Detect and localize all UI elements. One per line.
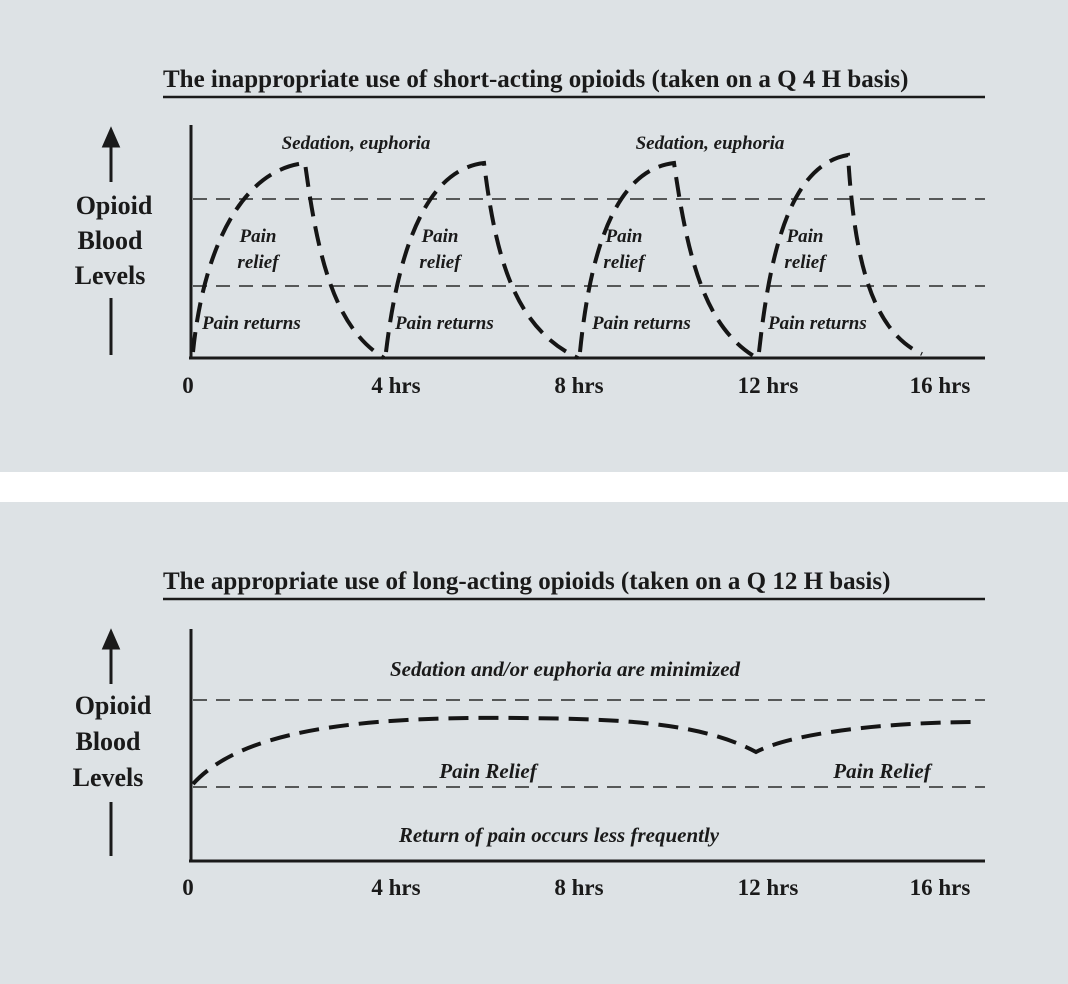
pain-relief-label-2: Pain Relief (832, 759, 932, 783)
long-acting-title: The appropriate use of long-acting opioi… (163, 568, 890, 595)
tick-8: 8 hrs (554, 875, 603, 900)
tick-16: 16 hrs (910, 875, 971, 900)
relief-label-1b: relief (237, 252, 280, 273)
returns-label-1: Pain returns (201, 313, 301, 334)
sedation-label-2: Sedation, euphoria (636, 133, 785, 154)
y-axis-label-line-1: Opioid (76, 191, 153, 220)
relief-label-3a: Pain (605, 226, 643, 247)
dose-curve-2 (384, 160, 579, 360)
relief-label-2a: Pain (421, 226, 459, 247)
y-axis-arrow (101, 628, 121, 856)
tick-16: 16 hrs (910, 373, 971, 398)
short-acting-title: The inappropriate use of short-acting op… (163, 66, 908, 93)
returns-label-2: Pain returns (394, 313, 494, 334)
relief-label-4a: Pain (786, 226, 824, 247)
y-axis-label-line-3: Levels (75, 261, 146, 290)
tick-4: 4 hrs (371, 875, 420, 900)
return-of-pain-label: Return of pain occurs less frequently (398, 823, 720, 847)
y-axis-label-line-3: Levels (73, 763, 144, 792)
short-acting-diagram: The inappropriate use of short-acting op… (75, 66, 985, 398)
tick-12: 12 hrs (738, 875, 799, 900)
tick-12: 12 hrs (738, 373, 799, 398)
y-axis-arrow (101, 126, 121, 355)
y-axis-label-line-2: Blood (75, 727, 141, 756)
dose-curve-1 (191, 160, 386, 360)
pain-relief-label-1: Pain Relief (438, 759, 538, 783)
long-acting-panel: The appropriate use of long-acting opioi… (0, 502, 1068, 984)
returns-label-4: Pain returns (767, 313, 867, 334)
dose-curve-3 (578, 160, 759, 360)
relief-label-4b: relief (784, 252, 827, 273)
returns-label-3: Pain returns (591, 313, 691, 334)
long-acting-curve (191, 715, 981, 786)
relief-label-2b: relief (419, 252, 462, 273)
y-axis-label-line-1: Opioid (75, 691, 152, 720)
relief-label-3b: relief (603, 252, 646, 273)
short-acting-panel: The inappropriate use of short-acting op… (0, 0, 1068, 472)
y-axis-label-line-2: Blood (77, 226, 143, 255)
tick-0: 0 (182, 875, 194, 900)
sedation-label-1: Sedation, euphoria (282, 133, 431, 154)
sedation-minimized-label: Sedation and/or euphoria are minimized (390, 657, 741, 681)
long-acting-diagram: The appropriate use of long-acting opioi… (73, 568, 985, 900)
dose-curve-4 (757, 152, 923, 356)
tick-0: 0 (182, 373, 194, 398)
tick-4: 4 hrs (371, 373, 420, 398)
tick-8: 8 hrs (554, 373, 603, 398)
relief-label-1a: Pain (239, 226, 277, 247)
